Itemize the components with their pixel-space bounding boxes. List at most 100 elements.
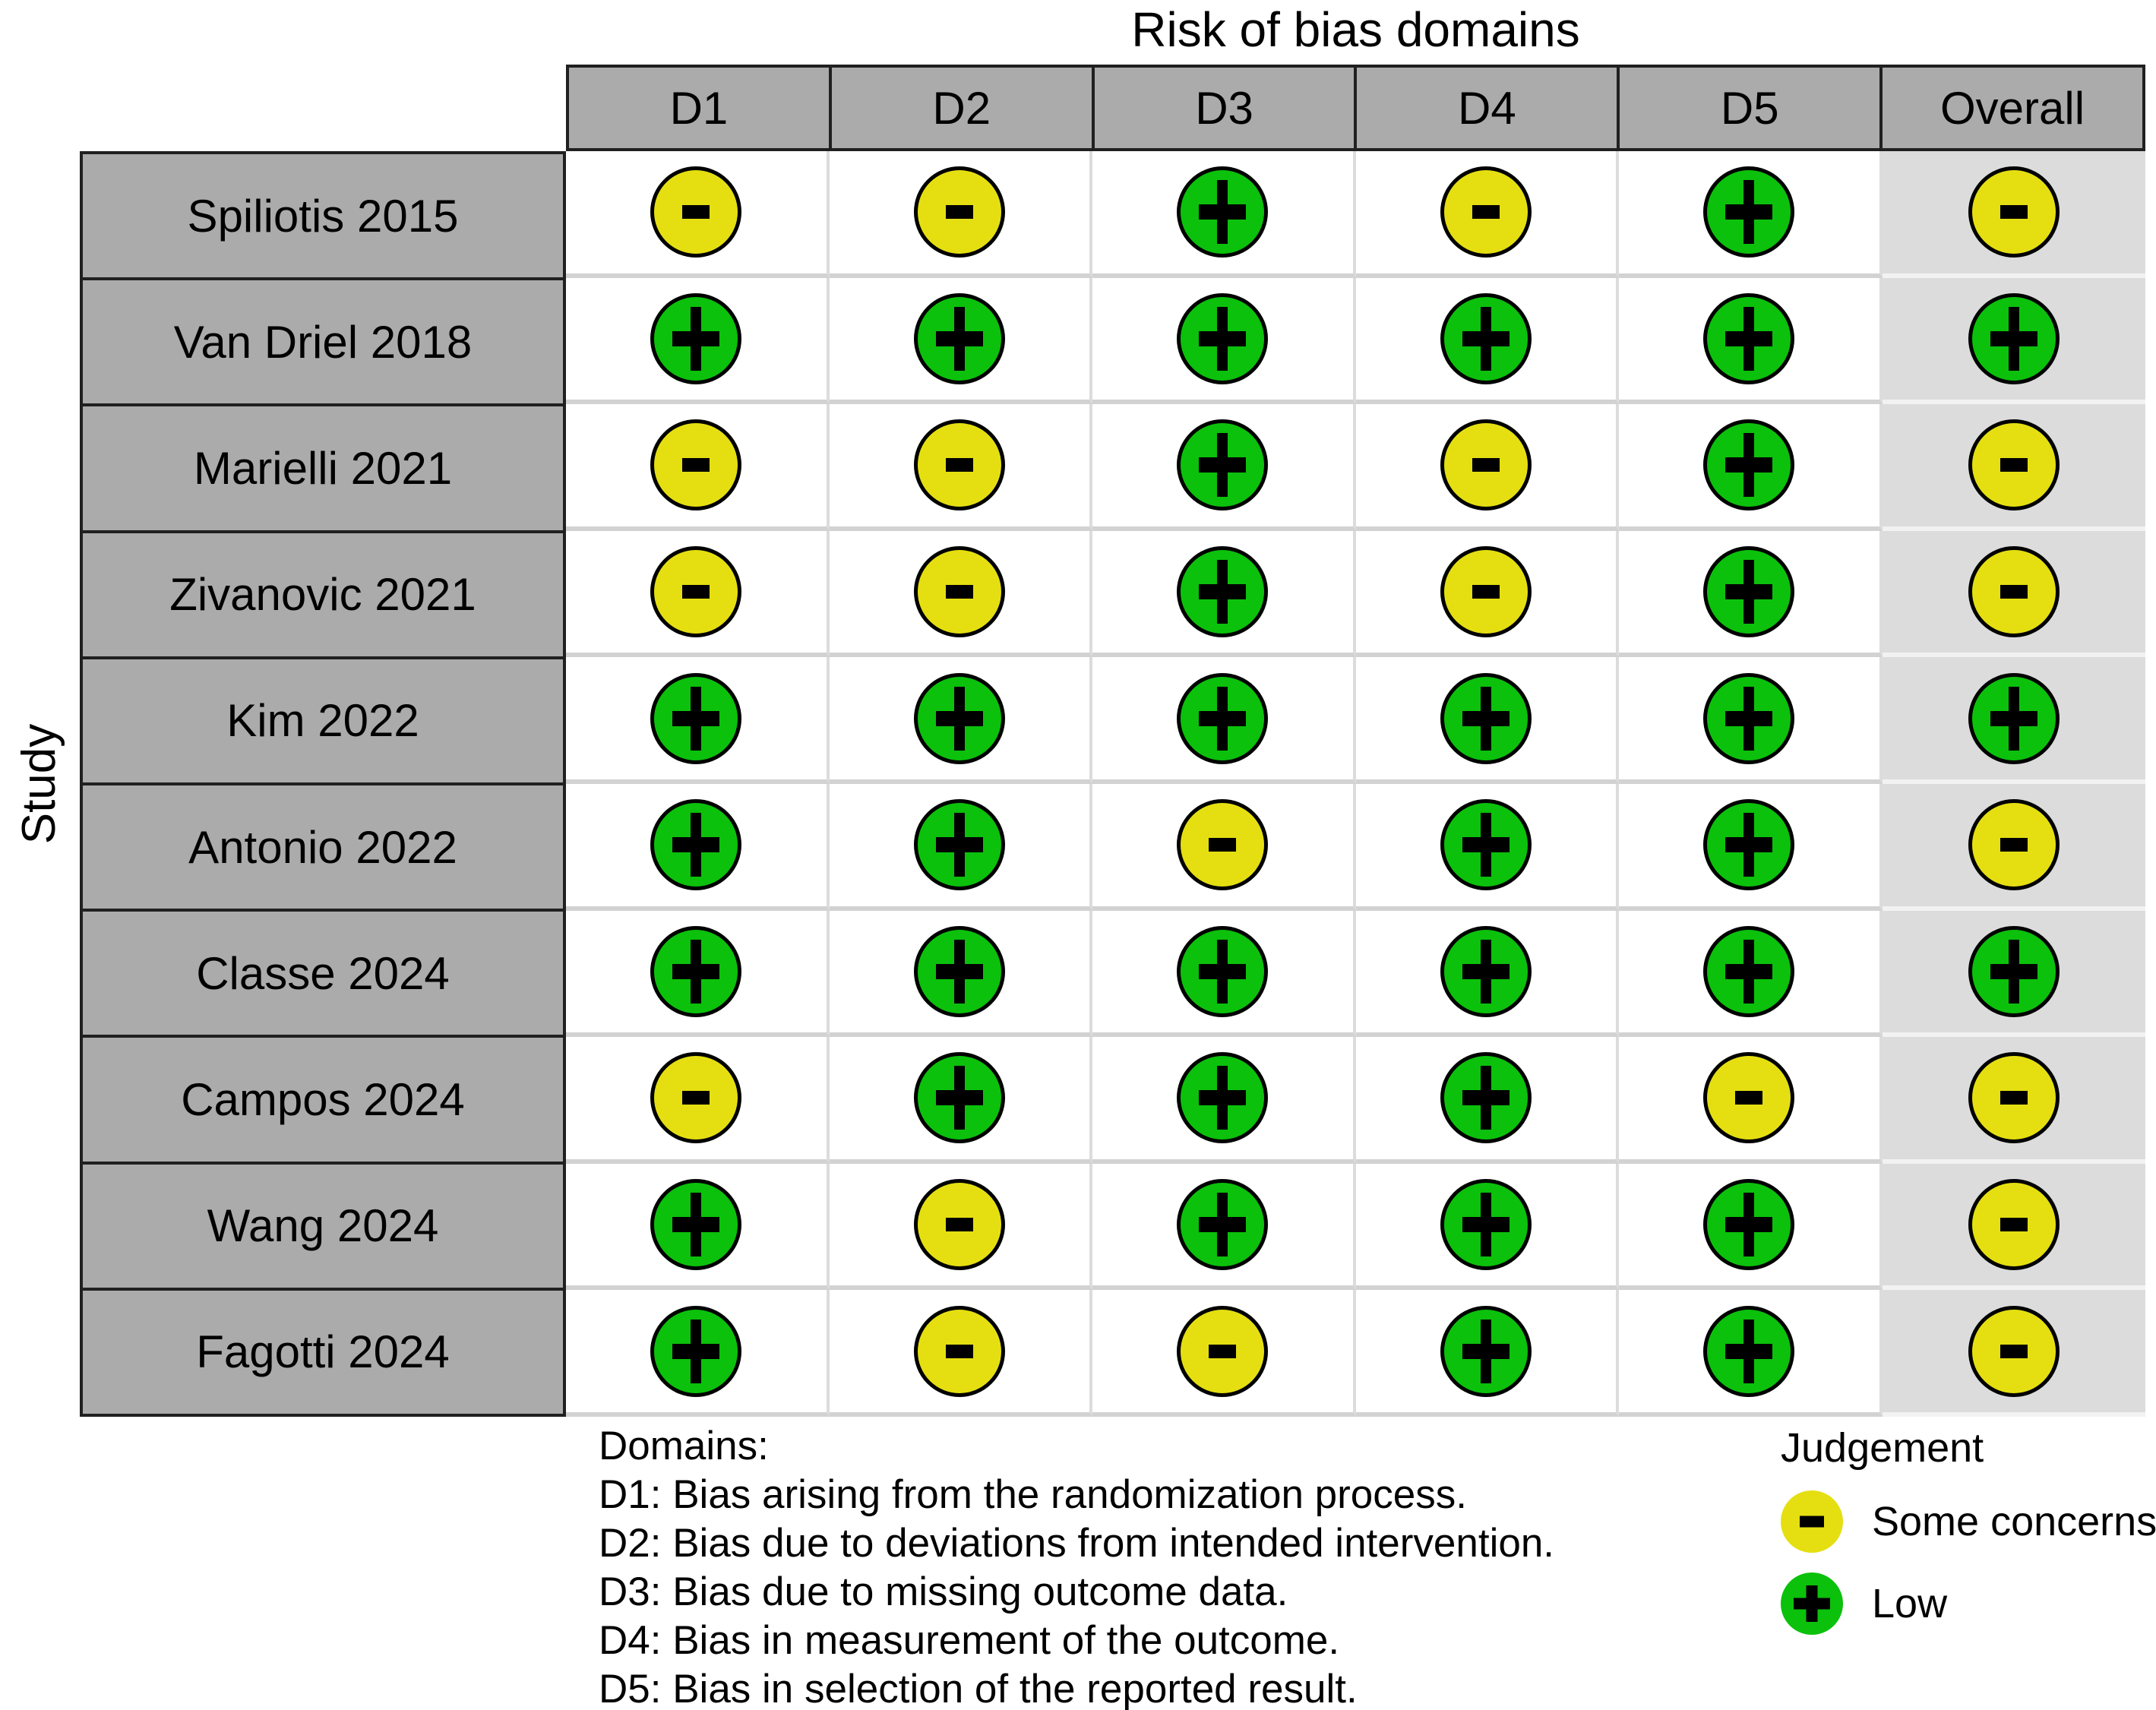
judgement-icon-low — [1177, 419, 1269, 511]
domain-definition-d2: D2: Bias due to deviations from intended… — [599, 1521, 1555, 1566]
cell-antonio-2022-d4 — [1355, 784, 1619, 911]
judgement-icon-low — [913, 292, 1005, 384]
cell-marielli-2021-d4 — [1355, 404, 1619, 531]
plus-icon — [1462, 1217, 1510, 1233]
judgement-icon-low — [1440, 799, 1532, 891]
cell-kim-2022-d3 — [1092, 657, 1356, 784]
plus-icon — [1199, 584, 1247, 600]
cell-marielli-2021-d3 — [1092, 404, 1356, 531]
cell-antonio-2022-d2 — [829, 784, 1092, 911]
judgement-icon-low — [1781, 1573, 1843, 1635]
plus-icon — [935, 710, 983, 726]
cell-wang-2024-d2 — [829, 1163, 1092, 1291]
plus-icon — [1725, 584, 1773, 600]
judgement-icon-some-concerns — [913, 1305, 1005, 1397]
legend-item-label: Low — [1872, 1581, 1948, 1626]
plus-icon — [1794, 1598, 1830, 1610]
legend-item-label: Some concerns — [1872, 1499, 2156, 1544]
judgement-icon-low — [913, 799, 1005, 891]
cell-wang-2024-d5 — [1619, 1163, 1883, 1291]
y-axis-label: Study — [13, 723, 65, 845]
cell-wang-2024-d3 — [1092, 1163, 1356, 1291]
cell-campos-2024-d2 — [829, 1037, 1092, 1164]
cell-campos-2024-d3 — [1092, 1037, 1356, 1164]
judgement-icon-low — [1440, 1305, 1532, 1397]
chart-title: Risk of bias domains — [1131, 2, 1580, 57]
cell-fagotti-2024-d5 — [1619, 1290, 1883, 1417]
judgement-icon-low — [1703, 672, 1795, 764]
minus-icon — [682, 205, 710, 220]
plus-icon — [935, 837, 983, 853]
study-label-wang-2024: Wang 2024 — [80, 1161, 566, 1291]
plus-icon — [1199, 204, 1247, 220]
column-header-d4: D4 — [1354, 65, 1620, 151]
cell-van-driel-2018-d3 — [1092, 277, 1356, 405]
judgement-icon-low — [1177, 1179, 1269, 1271]
judgement-icon-some-concerns — [1703, 1052, 1795, 1144]
judgement-icon-low — [650, 1305, 742, 1397]
judgement-icon-low — [1440, 1052, 1532, 1144]
study-label-classe-2024: Classe 2024 — [80, 909, 566, 1038]
cell-classe-2024-overall — [1882, 910, 2145, 1038]
plus-icon — [935, 330, 983, 346]
judgement-icon-low — [1703, 546, 1795, 638]
plus-icon — [1725, 1343, 1773, 1359]
column-header-d1: D1 — [566, 65, 832, 151]
plus-icon — [1725, 204, 1773, 220]
cell-kim-2022-d5 — [1619, 657, 1883, 784]
plus-icon — [1199, 330, 1247, 346]
judgement-icon-some-concerns — [650, 546, 742, 638]
cell-wang-2024-d1 — [566, 1163, 830, 1291]
plus-icon — [1462, 1343, 1510, 1359]
minus-icon — [2000, 838, 2028, 852]
study-label-campos-2024: Campos 2024 — [80, 1035, 566, 1165]
domain-definition-d1: D1: Bias arising from the randomization … — [599, 1472, 1467, 1517]
study-label-marielli-2021: Marielli 2021 — [80, 403, 566, 533]
cell-antonio-2022-d1 — [566, 784, 830, 911]
plus-icon — [1725, 710, 1773, 726]
cell-spiliotis-2015-d4 — [1355, 151, 1619, 278]
study-label-zivanovic-2021: Zivanovic 2021 — [80, 529, 566, 659]
column-header-d2: D2 — [828, 65, 1095, 151]
judgement-icon-low — [1703, 1179, 1795, 1271]
plus-icon — [1725, 1217, 1773, 1233]
domain-definition-d3: D3: Bias due to missing outcome data. — [599, 1569, 1288, 1614]
judgement-icon-some-concerns — [1968, 546, 2060, 638]
cell-zivanovic-2021-d1 — [566, 530, 830, 658]
judgement-icon-low — [650, 799, 742, 891]
cell-wang-2024-d4 — [1355, 1163, 1619, 1291]
judgement-icon-low — [1177, 166, 1269, 258]
judgement-icon-some-concerns — [650, 419, 742, 511]
plus-icon — [1990, 710, 2037, 726]
cell-spiliotis-2015-d1 — [566, 151, 830, 278]
minus-icon — [1800, 1516, 1824, 1528]
minus-icon — [1209, 838, 1237, 852]
study-label-column: Spiliotis 2015 Van Driel 2018 Marielli 202… — [80, 151, 566, 1418]
cell-zivanovic-2021-overall — [1882, 530, 2145, 658]
study-label-spiliotis-2015: Spiliotis 2015 — [80, 151, 566, 281]
cell-spiliotis-2015-d3 — [1092, 151, 1356, 278]
plus-icon — [1199, 963, 1247, 979]
study-label-van-driel-2018: Van Driel 2018 — [80, 277, 566, 407]
judgement-icon-low — [913, 925, 1005, 1017]
minus-icon — [945, 1344, 973, 1358]
judgement-icon-low — [913, 672, 1005, 764]
cell-zivanovic-2021-d5 — [1619, 530, 1883, 658]
judgement-icon-some-concerns — [1440, 166, 1532, 258]
domains-note-heading: Domains: — [599, 1424, 769, 1468]
plus-icon — [935, 963, 983, 979]
judgement-icon-low — [1703, 799, 1795, 891]
judgement-icon-some-concerns — [650, 166, 742, 258]
plus-icon — [1462, 1090, 1510, 1106]
cell-van-driel-2018-overall — [1882, 277, 2145, 405]
plus-icon — [672, 1217, 720, 1233]
judgement-icon-some-concerns — [1968, 419, 2060, 511]
cell-marielli-2021-overall — [1882, 404, 2145, 531]
judgement-icon-some-concerns — [1968, 799, 2060, 891]
cell-marielli-2021-d2 — [829, 404, 1092, 531]
cell-classe-2024-d3 — [1092, 910, 1356, 1038]
minus-icon — [2000, 1091, 2028, 1105]
cell-campos-2024-d4 — [1355, 1037, 1619, 1164]
cell-classe-2024-d1 — [566, 910, 830, 1038]
plus-icon — [1462, 837, 1510, 853]
